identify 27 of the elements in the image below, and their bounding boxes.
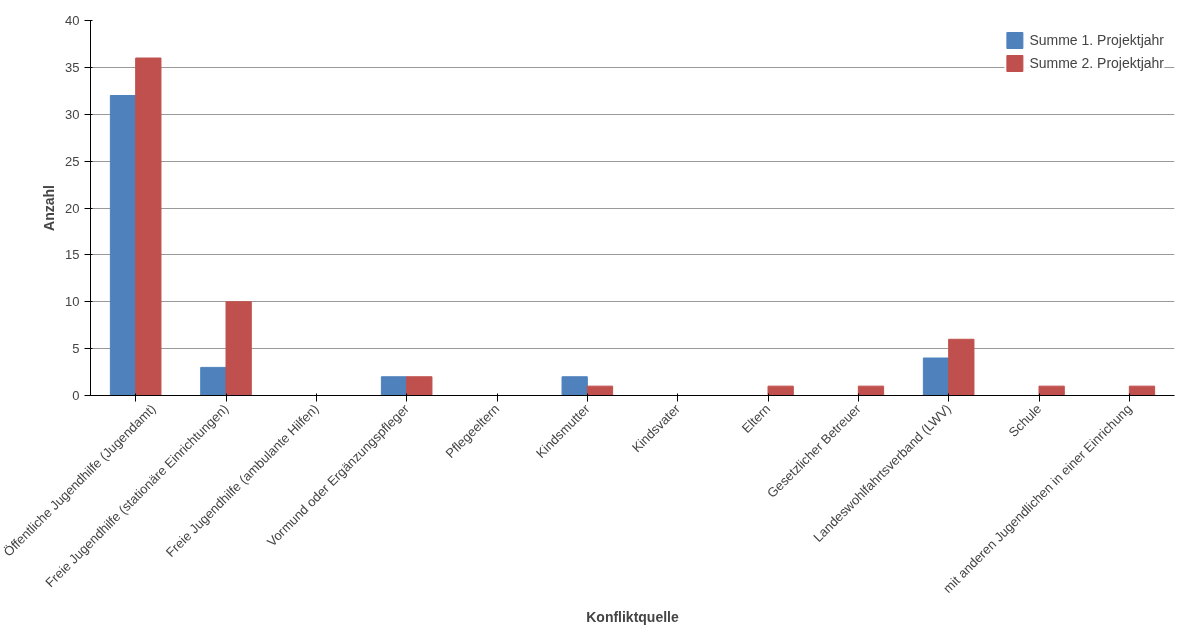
bar [1038, 385, 1065, 396]
y-tick-label: 5 [72, 341, 80, 357]
bar [767, 385, 794, 396]
bar [406, 376, 433, 396]
y-tick-label: 15 [65, 247, 80, 263]
legend-label: Summe 1. Projektjahr [1029, 32, 1164, 48]
legend-label: Summe 2. Projektjahr [1029, 55, 1164, 71]
bar [922, 357, 950, 396]
bar [200, 366, 227, 396]
bar [857, 385, 885, 396]
bar [109, 95, 137, 396]
y-tick-label: 25 [65, 153, 80, 169]
bar [586, 385, 614, 396]
y-tick-label: 10 [65, 294, 80, 310]
y-tick-label: 0 [72, 388, 80, 403]
y-tick-label: 40 [65, 13, 80, 28]
bar [1128, 385, 1156, 396]
bar [561, 376, 588, 396]
bar [948, 338, 975, 396]
bar [135, 57, 162, 396]
y-tick-label: 20 [65, 200, 80, 216]
y-tick-label: 30 [65, 106, 80, 122]
bar [380, 376, 408, 396]
y-axis-title: Anzahl [41, 185, 58, 231]
y-tick-label: 35 [65, 59, 80, 75]
x-axis-title: Konfliktquelle [586, 609, 679, 626]
bar [225, 301, 252, 396]
